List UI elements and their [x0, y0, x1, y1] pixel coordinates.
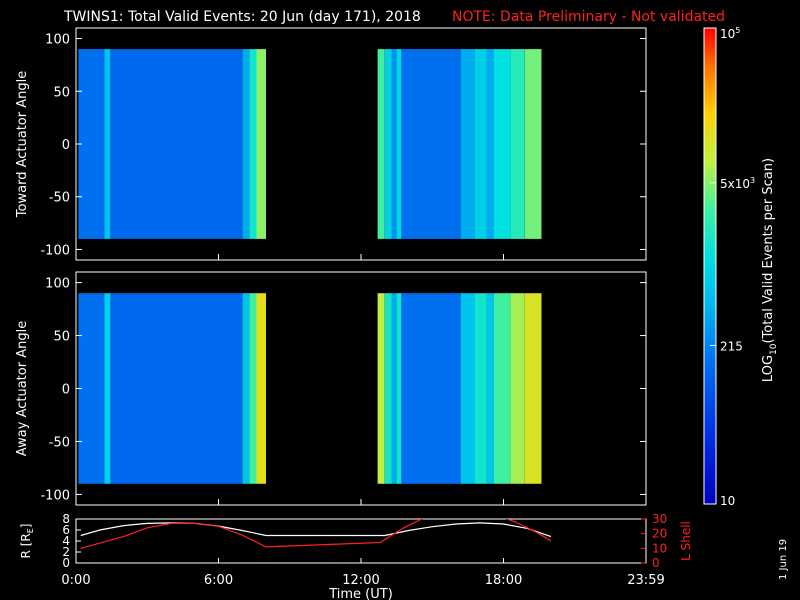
away-data-column: [510, 293, 525, 484]
toward-data-column: [396, 49, 402, 239]
away-data-column: [110, 293, 243, 484]
toward-data-column: [494, 49, 511, 239]
orbit-ytick-left-label: 0: [62, 556, 70, 570]
toward-data-column: [510, 49, 525, 239]
toward-data-column: [391, 49, 397, 239]
away-panel: 100 50 0 -50 -100 Away Actuator Angle: [15, 271, 647, 506]
away-data-column: [242, 293, 250, 484]
toward-data-column: [401, 49, 461, 239]
away-ytick-label: 0: [62, 383, 70, 398]
orbit-ytick-right-label: 30: [652, 512, 667, 526]
colorbar-tick-label: 10: [720, 494, 735, 508]
toward-data-column: [460, 49, 475, 239]
orbit-ytick-left-label: 6: [62, 523, 70, 537]
toward-data-column: [104, 49, 111, 239]
colorbar-tick-label: 215: [720, 339, 743, 353]
away-data-column: [377, 293, 385, 484]
toward-data-column: [384, 49, 392, 239]
orbit-ytick-left-label: 2: [62, 545, 70, 559]
toward-ytick-label: -100: [40, 243, 70, 258]
away-data-column: [396, 293, 402, 484]
toward-data-column: [242, 49, 250, 239]
xtick-label: 0:00: [61, 573, 90, 588]
away-ylabel: Away Actuator Angle: [15, 321, 30, 456]
toward-ytick-label: -50: [49, 191, 70, 206]
toward-data-column: [256, 49, 266, 239]
xtick-label: 18:00: [485, 573, 522, 588]
chart-note: NOTE: Data Preliminary - Not validated: [452, 9, 725, 25]
orbit-ylabel-right: L Shell: [679, 521, 693, 561]
orbit-ylabel-left: R [RE]: [19, 524, 35, 559]
orbit-ytick-left-label: 8: [62, 512, 70, 526]
away-data-column: [391, 293, 397, 484]
toward-data-column: [110, 49, 243, 239]
toward-data-column: [377, 49, 385, 239]
away-ytick-label: 100: [45, 277, 70, 292]
colorbar: 105 5x103 215 10: [703, 26, 755, 508]
chart-title: TWINS1: Total Valid Events: 20 Jun (day …: [63, 9, 421, 25]
away-data-column: [249, 293, 257, 484]
away-data-column: [524, 293, 542, 484]
away-ytick-label: -100: [40, 488, 70, 503]
colorbar-label-sub: 10: [769, 343, 779, 355]
orbit-ytick-right-label: 10: [652, 541, 667, 555]
away-data-column: [486, 293, 494, 484]
toward-ylabel: Toward Actuator Angle: [15, 71, 30, 218]
away-ytick-label: -50: [49, 435, 70, 450]
orbit-ytick-right-label: 0: [652, 556, 660, 570]
xtick-label: 6:00: [204, 573, 233, 588]
orbit-ytick-right-label: 20: [652, 527, 667, 541]
date-stamp: 1 Jun 19: [778, 539, 789, 580]
away-data-column: [256, 293, 266, 484]
colorbar-tick-label: 105: [720, 26, 740, 41]
away-data-column: [494, 293, 511, 484]
toward-data-column: [486, 49, 494, 239]
away-data-column: [384, 293, 392, 484]
toward-ytick-label: 0: [62, 138, 70, 153]
colorbar-label-rest: (Total Valid Events per Scan): [761, 158, 776, 344]
r-line: [80, 522, 552, 538]
toward-panel: 100 50 0 -50 -100 Toward Actuator Angle: [15, 27, 647, 261]
toward-ytick-label: 50: [53, 85, 70, 100]
away-data-column: [104, 293, 111, 484]
away-data-column: [460, 293, 475, 484]
away-data-column: [475, 293, 487, 484]
colorbar-tick-label: 5x103: [720, 176, 755, 191]
toward-data-column: [475, 49, 487, 239]
toward-data-column: [78, 49, 105, 239]
x-axis-label: Time (UT): [328, 587, 393, 600]
toward-data-column: [249, 49, 257, 239]
xtick-label: 12:00: [342, 573, 379, 588]
colorbar-label-main: LOG: [761, 355, 776, 382]
toward-data-column: [524, 49, 542, 239]
toward-ytick-label: 100: [45, 33, 70, 48]
xtick-label: 23:59: [627, 573, 664, 588]
lshell-line: [80, 519, 552, 549]
away-data-column: [401, 293, 461, 484]
colorbar-gradient: [704, 28, 716, 504]
away-ytick-label: 50: [53, 330, 70, 345]
away-data-column: [78, 293, 105, 484]
orbit-ytick-left-label: 4: [62, 534, 70, 548]
colorbar-label: LOG10(Total Valid Events per Scan): [761, 158, 779, 382]
